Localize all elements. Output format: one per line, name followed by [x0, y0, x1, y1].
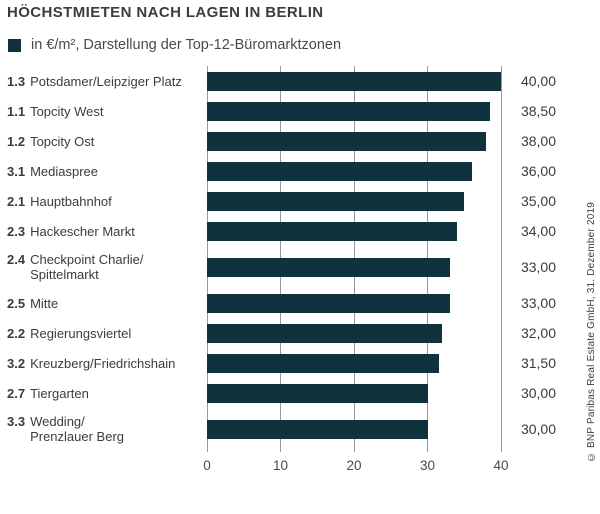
bar-cell — [207, 216, 501, 246]
category-label: 2.3 Hackescher Markt — [7, 224, 207, 239]
bar-rows: 1.3 Potsdamer/Leipziger Platz 40,00 1.1 … — [7, 66, 556, 450]
legend-swatch-icon — [8, 38, 21, 52]
x-tick-label: 30 — [419, 458, 436, 473]
bar-cell — [207, 186, 501, 216]
x-axis: 0 10 20 30 40 — [203, 458, 508, 476]
value-label: 32,00 — [520, 325, 556, 341]
value-label: 33,00 — [520, 295, 556, 311]
category-label: 2.5 Mitte — [7, 296, 207, 311]
plot-area: 1.3 Potsdamer/Leipziger Platz 40,00 1.1 … — [7, 66, 593, 486]
zone-code: 2.5 — [7, 295, 26, 311]
bar — [207, 131, 487, 151]
zone-code: 3.2 — [7, 355, 26, 371]
bar — [207, 293, 450, 313]
x-tick-label: 20 — [346, 458, 362, 473]
legend-label: in €/m², Darstellung der Top-12-Büromark… — [31, 37, 342, 53]
bar-row: 3.1 Mediaspree 36,00 — [7, 156, 556, 186]
zone-code: 1.2 — [7, 133, 26, 149]
value-label: 40,00 — [520, 73, 556, 89]
zone-name: Potsdamer/Leipziger Platz — [30, 73, 182, 89]
value-label: 38,00 — [520, 133, 556, 149]
zone-name: Hauptbahnhof — [30, 193, 112, 209]
bar-cell — [207, 126, 501, 156]
category-label: 1.1 Topcity West — [7, 104, 207, 119]
bar — [207, 191, 465, 211]
zone-code: 3.1 — [7, 163, 26, 179]
zone-name: Topcity West — [30, 103, 104, 119]
legend: in €/m², Darstellung der Top-12-Büromark… — [8, 37, 341, 53]
bar-cell — [207, 348, 501, 378]
bar-cell — [207, 156, 501, 186]
category-label: 1.2 Topcity Ost — [7, 134, 207, 149]
zone-name: Mediaspree — [30, 163, 99, 179]
value-label: 33,00 — [520, 259, 556, 275]
category-label: 3.3 Wedding/ Prenzlauer Berg — [7, 414, 207, 444]
bar — [207, 161, 472, 181]
bar-cell — [207, 66, 501, 96]
zone-name: Hackescher Markt — [30, 223, 135, 239]
bar — [207, 383, 428, 403]
bar — [207, 71, 501, 91]
value-label: 30,00 — [520, 421, 556, 437]
value-label: 36,00 — [520, 163, 556, 179]
zone-code: 2.3 — [7, 223, 26, 239]
bar-cell — [207, 288, 501, 318]
bar-row: 1.3 Potsdamer/Leipziger Platz 40,00 — [7, 66, 556, 96]
value-label: 38,50 — [520, 103, 556, 119]
bar-row: 2.4 Checkpoint Charlie/ Spittelmarkt 33,… — [7, 246, 556, 288]
x-tick-label: 0 — [203, 458, 211, 473]
zone-name: Checkpoint Charlie/ Spittelmarkt — [30, 252, 144, 282]
value-label: 35,00 — [520, 193, 556, 209]
x-tick-label: 40 — [493, 458, 509, 473]
bar-row: 3.3 Wedding/ Prenzlauer Berg 30,00 — [7, 408, 556, 450]
zone-code: 3.3 — [7, 414, 26, 429]
bar — [207, 257, 450, 277]
bar-row: 2.5 Mitte 33,00 — [7, 288, 556, 318]
zone-code: 2.7 — [7, 385, 26, 401]
bar — [207, 419, 428, 439]
x-tick-label: 10 — [272, 458, 289, 473]
value-label: 31,50 — [520, 355, 556, 371]
source-note: © BNP Paribas Real Estate GmbH, 31. Deze… — [586, 201, 597, 462]
zone-name: Mitte — [30, 295, 59, 311]
chart-title: HÖCHSTMIETEN NACH LAGEN IN BERLIN — [7, 4, 324, 21]
zone-code: 2.4 — [7, 252, 26, 267]
zone-code: 2.2 — [7, 325, 26, 341]
bar-row: 2.7 Tiergarten 30,00 — [7, 378, 556, 408]
bar — [207, 353, 439, 373]
value-label: 34,00 — [520, 223, 556, 239]
bar-cell — [207, 378, 501, 408]
bar-row: 1.1 Topcity West 38,50 — [7, 96, 556, 126]
category-label: 2.1 Hauptbahnhof — [7, 194, 207, 209]
zone-name: Regierungsviertel — [30, 325, 132, 341]
bar-cell — [207, 246, 501, 288]
zone-name: Tiergarten — [30, 385, 89, 401]
bar-cell — [207, 408, 501, 450]
bar-row: 2.2 Regierungsviertel 32,00 — [7, 318, 556, 348]
category-label: 3.2 Kreuzberg/Friedrichshain — [7, 356, 207, 371]
zone-code: 1.3 — [7, 73, 26, 89]
bar-row: 1.2 Topcity Ost 38,00 — [7, 126, 556, 156]
category-label: 2.2 Regierungsviertel — [7, 326, 207, 341]
bar-cell — [207, 96, 501, 126]
zone-name: Topcity Ost — [30, 133, 95, 149]
zone-name: Kreuzberg/Friedrichshain — [30, 355, 176, 371]
category-label: 1.3 Potsdamer/Leipziger Platz — [7, 74, 207, 89]
bar — [207, 221, 457, 241]
value-label: 30,00 — [520, 385, 556, 401]
bar-cell — [207, 318, 501, 348]
category-label: 2.4 Checkpoint Charlie/ Spittelmarkt — [7, 252, 207, 282]
zone-code: 2.1 — [7, 193, 26, 209]
zone-name: Wedding/ Prenzlauer Berg — [30, 414, 125, 444]
gridline — [500, 66, 502, 452]
zone-code: 1.1 — [7, 103, 26, 119]
bar — [207, 101, 490, 121]
bar — [207, 323, 443, 343]
bar-row: 2.3 Hackescher Markt 34,00 — [7, 216, 556, 246]
category-label: 3.1 Mediaspree — [7, 164, 207, 179]
category-label: 2.7 Tiergarten — [7, 386, 207, 401]
bar-row: 3.2 Kreuzberg/Friedrichshain 31,50 — [7, 348, 556, 378]
bar-row: 2.1 Hauptbahnhof 35,00 — [7, 186, 556, 216]
